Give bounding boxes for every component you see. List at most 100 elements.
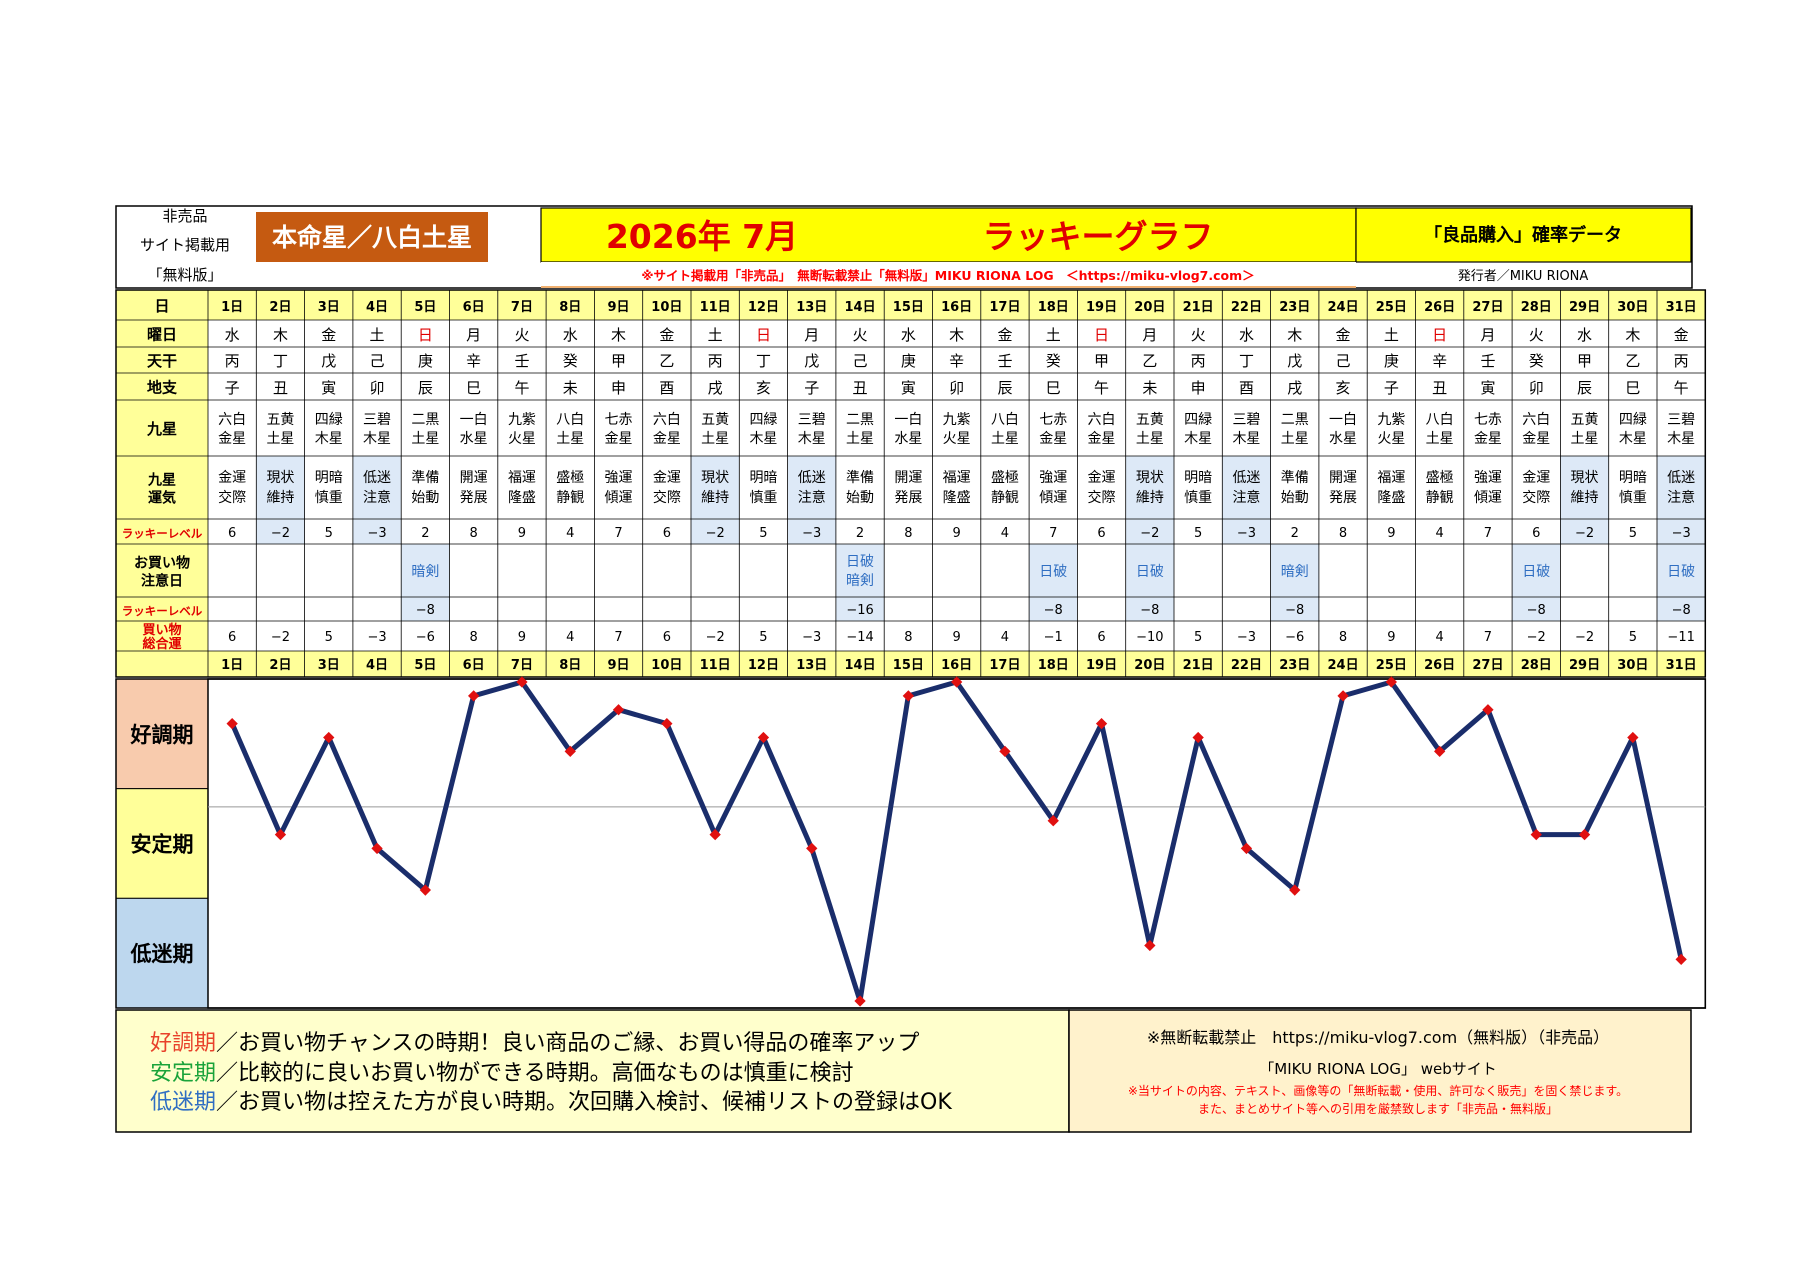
fortune-cell-line2: 静観 — [991, 489, 1019, 506]
total-cell: 8 — [470, 630, 478, 645]
branch-cell: 巳 — [1625, 379, 1640, 397]
fortune-cell-line1: 明暗 — [749, 470, 777, 486]
data-point-3 — [323, 731, 335, 744]
weekday-cell: 土 — [1046, 326, 1061, 344]
star-cell-line1: 六白 — [1522, 412, 1550, 428]
total-cell: 4 — [566, 630, 574, 645]
weekday-cell: 月 — [1142, 326, 1157, 344]
star-cell-line1: 七赤 — [1039, 412, 1067, 428]
star-cell-line1: 九紫 — [943, 412, 971, 428]
branch-cell: 子 — [225, 379, 240, 397]
row-label-cell-day2 — [116, 651, 208, 677]
day-cell: 24日 — [1328, 300, 1359, 315]
caution-level-cell: −8 — [1285, 603, 1304, 618]
day-cell-bottom: 28日 — [1521, 658, 1552, 673]
star-cell-line2: 金星 — [1522, 431, 1550, 447]
data-point-2 — [274, 828, 287, 841]
header: 非売品 サイト掲載用 「無料版」 本命星／八白土星 2026年 7月 ラッキーグ… — [115, 205, 1693, 289]
day-cell: 19日 — [1086, 300, 1117, 315]
total-cell: −3 — [1237, 630, 1256, 645]
branch-cell: 未 — [1142, 379, 1157, 397]
legend-low: 低迷期／お買い物は控えた方が良い時期。次回購入検討、候補リストの登録はOK — [150, 1084, 952, 1116]
data-point-1 — [226, 717, 238, 730]
day-cell-bottom: 7日 — [511, 658, 533, 673]
star-cell-line2: 土星 — [1426, 431, 1454, 447]
day-cell-bottom: 26日 — [1424, 658, 1455, 673]
weekday-cell: 火 — [514, 326, 529, 344]
stem-cell: 甲 — [611, 352, 626, 370]
lucky-level-cell: 9 — [953, 526, 961, 541]
period-label: 好調期 — [130, 723, 194, 747]
fortune-cell-line1: 盛極 — [556, 470, 584, 486]
branch-cell: 午 — [1094, 379, 1109, 397]
data-point-10 — [661, 717, 673, 730]
weekday-cell: 木 — [273, 326, 288, 344]
row-label-star: 九星 — [146, 420, 177, 438]
shaded-cell — [1125, 519, 1174, 544]
branch-cell: 丑 — [1432, 379, 1447, 397]
day-cell: 31日 — [1666, 300, 1697, 315]
day-cell-bottom: 18日 — [1038, 658, 1069, 673]
star-cell-line1: 三碧 — [1667, 412, 1695, 428]
fortune-cell-line2: 慎重 — [1619, 490, 1647, 506]
total-cell: 6 — [228, 630, 236, 645]
day-cell-bottom: 5日 — [414, 658, 436, 673]
star-cell-line2: 水星 — [460, 431, 488, 447]
weekday-cell: 金 — [321, 326, 336, 344]
star-cell-line2: 金星 — [653, 431, 681, 447]
data-point-28 — [1530, 828, 1542, 841]
fortune-cell-line2: 交際 — [1522, 489, 1550, 506]
footer-notice-line4: また、まとめサイト等への引用を厳禁致します「非売品・無料版」 — [1198, 1101, 1558, 1116]
star-cell-line1: 七赤 — [1474, 412, 1502, 428]
star-cell-line1: 七赤 — [605, 412, 633, 428]
star-cell-line2: 木星 — [363, 431, 391, 447]
lucky-level-cell: 4 — [1436, 526, 1444, 541]
star-cell-line2: 木星 — [798, 431, 826, 447]
fortune-cell-line1: 金運 — [218, 470, 246, 486]
day-cell: 18日 — [1038, 300, 1069, 315]
day-cell-bottom: 1日 — [221, 658, 243, 673]
row-label-cell-stem — [116, 347, 208, 373]
shaded-cell — [835, 597, 885, 621]
fortune-cell-line1: 現状 — [1571, 470, 1599, 486]
total-cell: 6 — [663, 630, 671, 645]
footer: ※無断転載禁止 https://miku-vlog7.com（無料版）（非売品）… — [115, 1009, 1692, 1133]
stem-cell: 癸 — [1046, 352, 1061, 370]
day-cell-bottom: 20日 — [1134, 658, 1165, 673]
fortune-cell-line1: 開運 — [894, 470, 922, 486]
row-body-day2 — [208, 651, 1706, 677]
shaded-cell — [1512, 544, 1561, 597]
stem-cell: 壬 — [997, 352, 1012, 370]
total-cell: 8 — [1339, 630, 1347, 645]
fortune-cell-line1: 盛極 — [1426, 470, 1454, 486]
weekday-cell: 木 — [611, 326, 626, 344]
legend-good-text: ／お買い物チャンスの時期！良い商品のご縁、お買い得品の確率アップ — [216, 1031, 920, 1056]
row-body-fortune — [208, 456, 1706, 519]
stem-cell: 丁 — [1239, 352, 1254, 370]
row-label-caution-line1: お買い物 — [134, 555, 190, 572]
fortune-cell-line1: 準備 — [1281, 470, 1309, 486]
branch-cell: 亥 — [756, 379, 771, 397]
day-cell-bottom: 16日 — [941, 658, 972, 673]
stem-cell: 丙 — [225, 352, 240, 370]
fortune-cell-line1: 強運 — [605, 470, 633, 486]
star-cell-line2: 木星 — [1619, 431, 1647, 447]
shaded-cell — [1125, 456, 1174, 519]
branch-cell: 寅 — [321, 379, 336, 397]
star-cell-line1: 六白 — [653, 412, 681, 428]
total-cell: 6 — [1097, 630, 1105, 645]
data-point-23 — [1289, 884, 1301, 896]
branch-cell: 卯 — [1529, 379, 1544, 397]
fortune-cell-line2: 傾運 — [605, 490, 633, 506]
row-label-day: 日 — [154, 297, 169, 315]
day-cell: 11日 — [700, 300, 731, 315]
row-body-branch — [208, 373, 1706, 400]
day-cell-bottom: 14日 — [845, 658, 876, 673]
weekday-cell: 日 — [1432, 326, 1447, 344]
fortune-cell-line2: 交際 — [653, 489, 681, 506]
stem-cell: 辛 — [1432, 352, 1447, 370]
branch-cell: 丑 — [853, 379, 868, 397]
branch-cell: 申 — [1191, 379, 1206, 397]
lucky-level-cell: 2 — [1291, 526, 1299, 541]
